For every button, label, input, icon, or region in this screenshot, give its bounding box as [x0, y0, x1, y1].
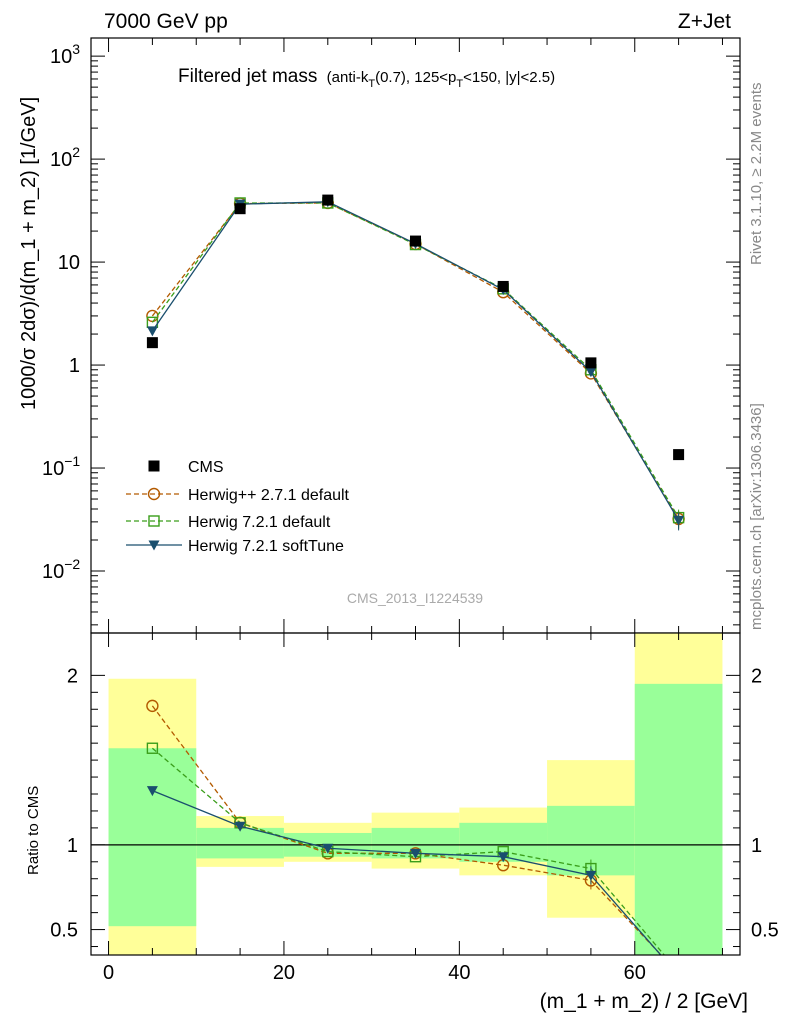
ratio-data-point: [410, 848, 421, 859]
ratio-panel: 0.5 0.51 12 20 20 40 60: [50, 632, 779, 984]
main-y-axis-label: 1000/σ 2dσ)/d(m_1 + m_2) [1/GeV]: [18, 97, 40, 410]
legend-label: Herwig++ 2.7.1 default: [188, 487, 350, 504]
main-y-tick-label: 10−1: [42, 453, 80, 480]
mcplots-label: mcplots.cern.ch [arXiv:1306.3436]: [748, 403, 765, 630]
ratio-y-tick-label-right: 1: [751, 835, 762, 857]
x-tick-label: 60: [624, 962, 646, 984]
chart-title-extra-open: (anti-k: [327, 69, 369, 86]
main-data-point: [673, 449, 685, 461]
legend-marker: [148, 540, 160, 551]
rivet-label: Rivet 3.1.10, ≥ 2.2M events: [748, 83, 765, 266]
legend: CMS Herwig++ 2.7.1 default Herwig 7.2.1 de…: [126, 459, 350, 555]
chart-title-extra-mid: (0.7), 125<p: [375, 69, 456, 86]
chart-title: Filtered jet mass (anti-kT(0.7), 125<pT<…: [178, 66, 555, 90]
legend-label: Herwig 7.2.1 softTune: [188, 538, 344, 555]
legend-marker: [147, 487, 161, 501]
x-tick-label: 0: [103, 962, 114, 984]
main-y-tick-label: 102: [50, 144, 80, 171]
header-right-label: Z+Jet: [678, 10, 731, 33]
chart-title-main: Filtered jet mass: [178, 66, 317, 87]
ratio-y-tick-label: 2: [67, 665, 78, 687]
x-tick-label: 20: [273, 962, 295, 984]
analysis-watermark: CMS_2013_I1224539: [347, 590, 483, 606]
ratio-y-axis-label: Ratio to CMS: [25, 786, 42, 875]
ratio-y-tick-label: 1: [67, 835, 78, 857]
ratio-y-tick-label-right: 0.5: [751, 920, 779, 942]
main-data-point: [234, 203, 246, 215]
chart-title-extra-close: <150, |y|<2.5): [463, 69, 555, 86]
ratio-data-point: [673, 968, 684, 979]
ratio-data-point: [146, 742, 159, 754]
ratio-data-point: [497, 852, 509, 863]
x-axis-label: (m_1 + m_2) / 2 [GeV]: [540, 990, 748, 1013]
ratio-data-point: [234, 821, 246, 832]
main-y-tick-label: 1: [69, 355, 80, 377]
main-y-tick-label: 10−2: [42, 556, 80, 583]
ratio-data-point: [146, 786, 158, 797]
main-data-point: [146, 337, 158, 349]
main-data-point: [146, 326, 158, 337]
ratio-series-group: [146, 699, 684, 981]
main-series-line: [151, 202, 680, 520]
main-data-point: [585, 367, 597, 378]
legend-label: Herwig 7.2.1 default: [188, 514, 331, 531]
main-data-point: [322, 194, 334, 206]
ratio-y-tick-label-right: 2: [751, 665, 762, 687]
chart-title-extra-sub2: T: [456, 78, 463, 90]
main-y-tick-label: 103: [50, 41, 80, 68]
ratio-data-point: [322, 843, 334, 854]
main-y-tick-label: 10: [58, 252, 80, 274]
ratio-data-point: [673, 971, 684, 981]
x-tick-label: 40: [448, 962, 470, 984]
ratio-data-point: [674, 967, 684, 977]
ratio-band-green: [108, 748, 197, 927]
main-data-point: [497, 280, 509, 292]
legend-label: CMS: [188, 459, 224, 476]
header-left-label: 7000 GeV pp: [104, 10, 228, 33]
legend-marker: [148, 460, 160, 472]
legend-marker: [148, 515, 160, 527]
ratio-data-point: [146, 699, 159, 713]
ratio-band-green: [634, 683, 723, 955]
ratio-y-tick-label: 0.5: [50, 920, 78, 942]
main-data-point: [410, 235, 421, 247]
main-data-point: [585, 357, 597, 369]
chart-title-extra-sub1: T: [368, 78, 375, 90]
